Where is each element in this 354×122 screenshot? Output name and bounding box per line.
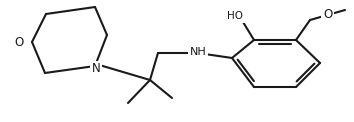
Text: HO: HO (227, 11, 243, 21)
Text: N: N (92, 62, 101, 76)
Text: O: O (323, 7, 332, 20)
Text: NH: NH (190, 47, 206, 57)
Text: O: O (15, 36, 24, 50)
